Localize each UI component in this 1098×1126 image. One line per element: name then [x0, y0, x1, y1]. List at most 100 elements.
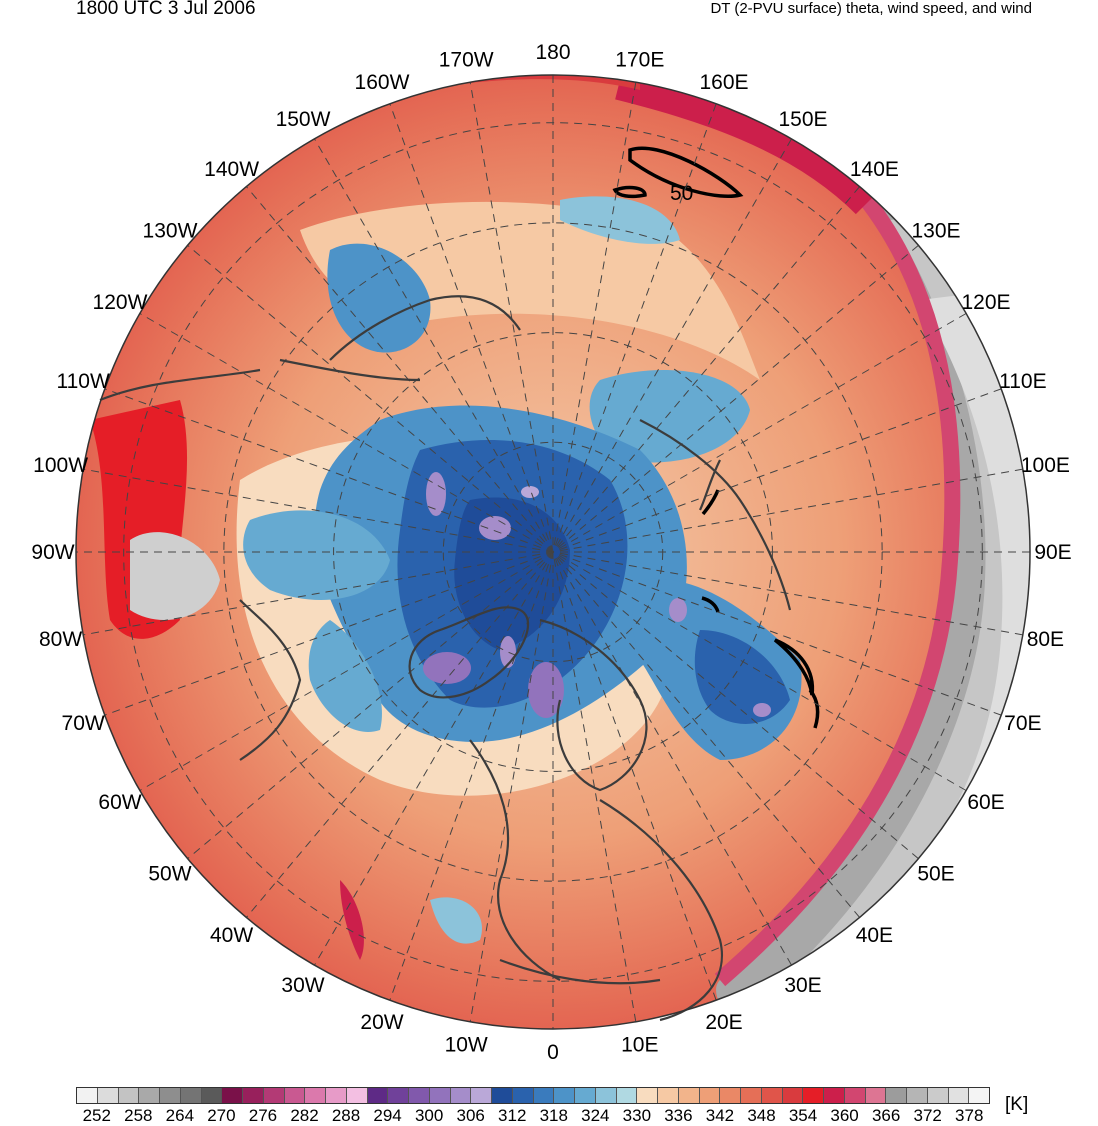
colorbar-swatch — [782, 1088, 804, 1103]
colorbar-tick-labels: 252 258 264 270 276 282 288 294 300 306 312 318 324 3… — [76, 1106, 990, 1126]
colorbar-swatch — [554, 1088, 575, 1103]
longitude-label: 130E — [911, 220, 960, 243]
colorbar-swatch — [180, 1088, 202, 1103]
longitude-label: 20W — [360, 1011, 403, 1034]
longitude-label: 50W — [148, 862, 191, 885]
graticule — [76, 75, 1030, 1029]
longitude-label: 90W — [31, 541, 74, 564]
longitude-label: 10E — [621, 1033, 658, 1056]
longitude-label: 120W — [93, 291, 148, 314]
longitude-label: 150E — [778, 108, 827, 131]
theta-field — [76, 75, 1030, 1029]
longitude-label: 60W — [98, 791, 141, 814]
colorbar-swatch — [658, 1088, 679, 1103]
colorbar-tick-label: 366 — [871, 1106, 901, 1125]
colorbar-tick-label: 276 — [248, 1106, 278, 1125]
contour-value-label: 50 — [670, 182, 693, 205]
colorbar-swatch — [346, 1088, 368, 1103]
colorbar-swatch — [326, 1088, 347, 1103]
colorbar-swatch — [367, 1088, 389, 1103]
colorbar-tick-label: 330 — [622, 1106, 652, 1125]
coastlines — [99, 295, 792, 1022]
longitude-label: 110W — [56, 370, 109, 393]
map-boundary — [75, 74, 1031, 1030]
longitude-label: 40W — [210, 924, 253, 947]
longitude-label: 90E — [1034, 541, 1071, 564]
colorbar-swatch — [201, 1088, 223, 1103]
colorbar-swatch — [575, 1088, 596, 1103]
colorbar-tick-label: 312 — [498, 1106, 527, 1125]
longitude-label: 110E — [999, 370, 1047, 393]
colorbar-swatch — [118, 1088, 140, 1103]
colorbar-tick-label: 282 — [290, 1106, 319, 1125]
colorbar-swatch — [824, 1088, 845, 1103]
colorbar-swatch — [284, 1088, 306, 1103]
colorbar-tick-label: 288 — [331, 1106, 361, 1125]
colorbar-swatch — [865, 1088, 887, 1103]
longitude-labels: 180 170E 160E 150E 140E 130E 120E 110E 100E 90E 80… — [31, 41, 1071, 1064]
colorbar-swatch — [429, 1088, 451, 1103]
longitude-label: 10W — [445, 1033, 488, 1056]
colorbar-swatch — [927, 1088, 949, 1103]
colorbar-tick-label: 294 — [373, 1106, 402, 1125]
colorbar-swatch — [969, 1088, 989, 1103]
colorbar-tick-label: 306 — [456, 1106, 485, 1125]
colorbar-swatch — [595, 1088, 617, 1103]
valid-time-label: 1800 UTC 3 Jul 2006 — [76, 0, 256, 19]
colorbar-swatch — [741, 1088, 762, 1103]
longitude-label: 130W — [143, 220, 198, 243]
longitude-label: 100E — [1021, 454, 1070, 477]
colorbar-swatch — [637, 1088, 658, 1103]
longitude-label: 140W — [204, 158, 259, 181]
colorbar-swatch — [388, 1088, 409, 1103]
longitude-label: 30E — [784, 974, 821, 997]
longitude-label: 180 — [535, 41, 570, 64]
longitude-label: 70W — [62, 712, 105, 735]
latitude-circle — [123, 122, 983, 982]
colorbar-tick-label: 348 — [747, 1106, 776, 1125]
colorbar-swatch — [844, 1088, 866, 1103]
longitude-label: 0 — [547, 1041, 559, 1064]
latitude-circle — [223, 222, 883, 882]
colorbar-swatch — [263, 1088, 285, 1103]
colorbar-tick-label: 264 — [165, 1106, 195, 1125]
colorbar-swatch — [533, 1088, 555, 1103]
longitude-label: 40E — [856, 924, 893, 947]
colorbar-swatch — [305, 1088, 326, 1103]
longitude-label: 120E — [961, 291, 1010, 314]
latitude-circle — [442, 441, 664, 663]
colorbar-tick-label: 360 — [830, 1106, 859, 1125]
colorbar-swatch — [720, 1088, 741, 1103]
colorbar-swatch — [409, 1088, 430, 1103]
colorbar-swatch — [160, 1088, 181, 1103]
map-title: DT (2-PVU surface) theta, wind speed, an… — [710, 0, 1032, 17]
wind-speed-contours — [612, 146, 820, 729]
longitude-label: 170E — [615, 49, 664, 72]
colorbar-tick-label: 318 — [539, 1106, 568, 1125]
colorbar-swatch — [948, 1088, 970, 1103]
colorbar-swatch — [699, 1088, 721, 1103]
longitude-label: 20E — [705, 1011, 742, 1034]
longitude-label: 140E — [850, 158, 899, 181]
colorbar-swatch — [492, 1088, 513, 1103]
longitude-label: 160E — [699, 71, 748, 94]
meridian-line — [469, 82, 637, 1022]
colorbar-tick-label: 336 — [664, 1106, 693, 1125]
colorbar-swatch — [471, 1088, 492, 1103]
colorbar-swatch — [97, 1088, 119, 1103]
longitude-label: 70E — [1004, 712, 1041, 735]
latitude-circle — [333, 332, 773, 772]
colorbar-tick-label: 324 — [581, 1106, 610, 1125]
colorbar-swatch — [450, 1088, 472, 1103]
colorbar-swatch — [512, 1088, 534, 1103]
longitude-label: 60E — [967, 791, 1004, 814]
longitude-label: 30W — [281, 974, 324, 997]
colorbar-swatch — [761, 1088, 783, 1103]
longitude-label: 80E — [1027, 628, 1064, 651]
colorbar-tick-label: 372 — [913, 1106, 942, 1125]
colorbar — [76, 1087, 990, 1104]
colorbar-tick-label: 354 — [788, 1106, 818, 1125]
colorbar-tick-label: 300 — [414, 1106, 444, 1125]
colorbar-tick-label: 342 — [705, 1106, 735, 1125]
